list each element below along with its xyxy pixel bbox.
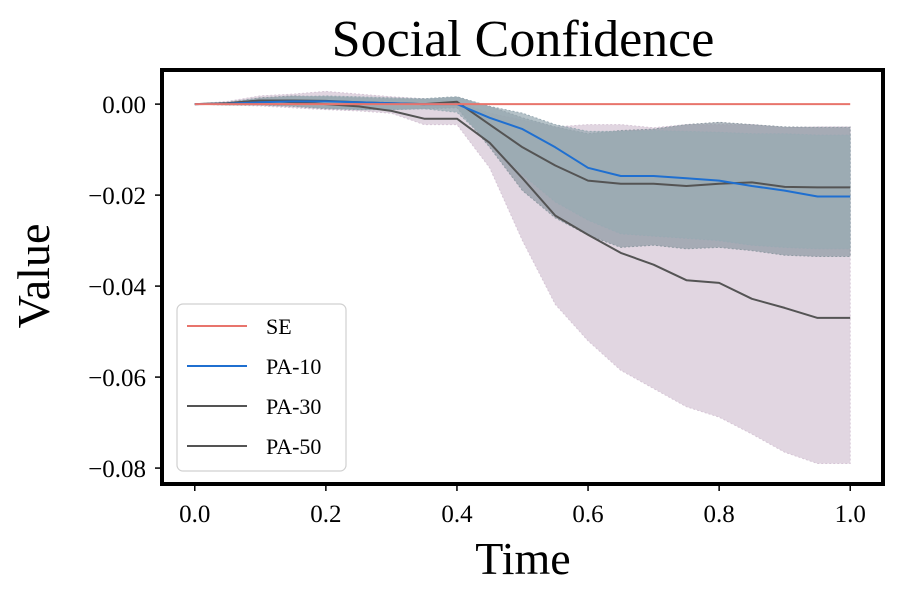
x-tick-label: 0.8 — [704, 501, 735, 528]
legend: SE PA-10 PA-30 PA-50 — [176, 303, 347, 472]
y-tick-label: −0.02 — [88, 183, 146, 210]
y-tick-label: −0.04 — [88, 274, 146, 301]
chart-title: Social Confidence — [332, 11, 715, 68]
x-tick-label: 0.6 — [572, 501, 603, 528]
plot-frame — [160, 68, 885, 486]
y-axis-label: Value — [8, 224, 59, 329]
series-lines — [194, 99, 851, 319]
x-axis-ticks: 0.0 0.2 0.4 0.6 0.8 1.0 — [179, 484, 866, 528]
y-tick-label: −0.06 — [88, 365, 146, 392]
x-tick-label: 0.0 — [179, 501, 210, 528]
x-tick-label: 1.0 — [835, 501, 866, 528]
y-axis-ticks: 0.00 −0.02 −0.04 −0.06 −0.08 — [88, 92, 162, 483]
legend-label-se: SE — [266, 314, 292, 339]
legend-label-pa-10: PA-10 — [266, 354, 321, 379]
pa-10-line — [194, 100, 851, 198]
legend-items: SE PA-10 PA-30 PA-50 — [187, 314, 321, 459]
pa-10-band — [194, 95, 851, 250]
confidence-bands — [194, 90, 851, 464]
x-tick-label: 0.4 — [441, 501, 473, 528]
x-tick-label: 0.2 — [310, 501, 341, 528]
pa-50-line — [194, 99, 851, 319]
y-tick-label: −0.08 — [88, 456, 146, 483]
legend-label-pa-50: PA-50 — [266, 434, 321, 459]
legend-label-pa-30: PA-30 — [266, 394, 321, 419]
legend-box — [176, 303, 347, 472]
x-axis-label: Time — [475, 533, 570, 584]
y-tick-label: 0.00 — [102, 92, 146, 119]
